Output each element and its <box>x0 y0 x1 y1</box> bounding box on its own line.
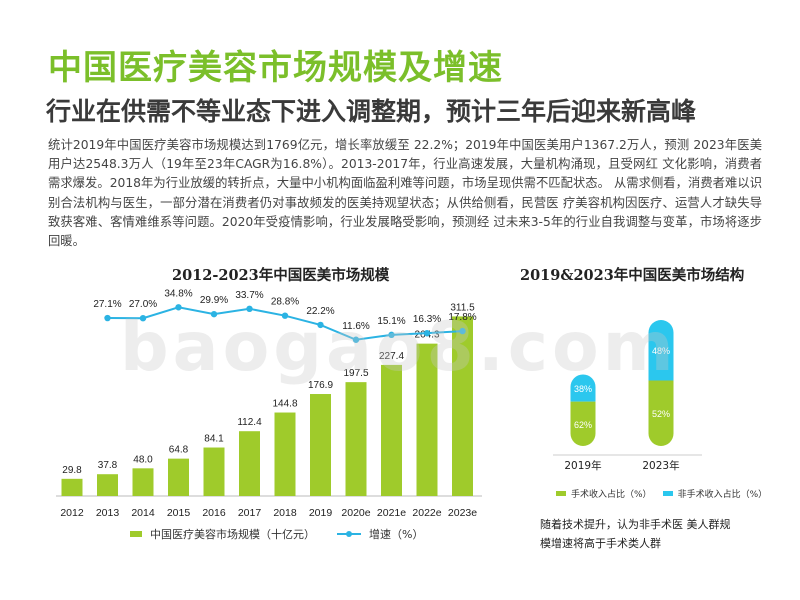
growth-value-label: 29.9% <box>200 295 228 306</box>
bar-value-label: 197.5 <box>343 368 368 379</box>
legend-bar-label: 中国医疗美容市场规模（十亿元） <box>150 528 315 541</box>
x-tick-label: 2013 <box>96 507 120 519</box>
x-tick-label: 2020e <box>341 507 370 519</box>
x-tick-label: 2017 <box>238 507 262 519</box>
capsule-surgical-0 <box>570 401 596 446</box>
bar-2012 <box>61 478 83 496</box>
bar-2018 <box>274 412 296 496</box>
growth-value-label: 27.1% <box>93 299 121 310</box>
legend-bar-swatch <box>130 531 142 537</box>
x-tick-label: 2021e <box>377 507 406 519</box>
bar-2021e <box>381 364 402 496</box>
bar-value-label: 37.8 <box>98 460 118 471</box>
x-tick-label: 2023e <box>448 507 477 519</box>
legend-surgical-swatch <box>556 491 566 496</box>
surgical-share-label: 52% <box>652 409 670 419</box>
surgical-share-label: 62% <box>574 420 592 430</box>
growth-point-2021e <box>388 331 395 339</box>
bar-value-label: 144.8 <box>272 399 297 410</box>
x-tick-label: 2019 <box>309 507 333 519</box>
bar-2022e <box>416 343 438 496</box>
legend-line-label: 增速（%） <box>369 528 424 541</box>
growth-point-2019 <box>317 321 324 329</box>
legend-nonsurgical-swatch <box>662 491 673 496</box>
x-tick-label: 2012 <box>60 507 84 519</box>
growth-point-2014 <box>139 315 147 322</box>
bar-value-label: 64.8 <box>169 445 189 456</box>
growth-value-label: 34.8% <box>164 288 192 299</box>
bar-value-label: 48.0 <box>133 454 153 465</box>
capsule-nonsurgical-1 <box>648 319 674 381</box>
x-tick-label: 2018 <box>273 507 297 519</box>
growth-point-2022e <box>423 329 431 337</box>
growth-point-2015 <box>175 304 182 311</box>
bar-2016 <box>203 447 225 496</box>
bar-value-label: 311.5 <box>450 302 475 313</box>
growth-point-2017 <box>246 305 253 313</box>
bar-2013 <box>97 474 118 496</box>
growth-value-label: 27.0% <box>129 299 157 310</box>
legend-nonsurgical-label: 非手术收入占比（%） <box>677 490 768 500</box>
growth-value-label: 11.6% <box>342 321 370 332</box>
growth-point-2013 <box>104 314 111 322</box>
structure-x-label: 2023年 <box>642 459 679 472</box>
capsule-surgical-1 <box>648 380 674 446</box>
growth-point-2023e <box>459 327 466 335</box>
structure-note: 随着技术提升，认为非手术医 美人群规模增速将高于手术类人群 <box>540 518 731 550</box>
page-subtitle: 行业在供需不等业态下进入调整期，预计三年后迎来新高峰 <box>46 97 697 126</box>
growth-rate-line <box>107 306 463 341</box>
growth-point-2018 <box>281 312 289 319</box>
bar-2014 <box>132 468 154 496</box>
growth-value-label: 17.8% <box>448 312 476 323</box>
bar-value-label: 227.4 <box>379 351 404 362</box>
page-title: 中国医疗美容市场规模及增速 <box>48 48 503 88</box>
capsule-nonsurgical-0 <box>570 374 596 402</box>
market-structure-legend: 手术收入占比（%） 非手术收入占比（%） <box>556 487 767 500</box>
description-paragraph: 统计2019年中国医疗美容市场规模达到1769亿元，增长率放缓至 22.2%；2… <box>48 138 762 249</box>
bar-2015 <box>168 458 189 496</box>
bar-value-label: 112.4 <box>237 417 262 428</box>
x-tick-label: 2015 <box>167 507 191 519</box>
bar-2017 <box>239 431 260 496</box>
nonsurgical-share-label: 38% <box>574 384 592 394</box>
growth-point-2020e <box>352 336 360 343</box>
structure-x-label: 2019年 <box>564 459 601 472</box>
bar-2020e <box>345 382 367 496</box>
market-size-chart-title: 2012-2023年中国医美市场规模 <box>172 267 390 284</box>
legend-line-swatch <box>337 531 361 537</box>
x-tick-label: 2016 <box>202 507 226 519</box>
nonsurgical-share-label: 48% <box>652 346 670 356</box>
bar-2023e <box>452 316 473 496</box>
x-tick-label: 2014 <box>131 507 155 519</box>
growth-value-label: 28.8% <box>271 297 299 308</box>
market-structure-chart-title: 2019&2023年中国医美市场结构 <box>520 267 745 284</box>
legend-surgical-label: 手术收入占比（%） <box>571 490 652 500</box>
market-size-legend: 中国医疗美容市场规模（十亿元） 增速（%） <box>130 526 423 542</box>
bar-value-label: 176.9 <box>308 380 333 391</box>
bar-2019 <box>310 394 331 496</box>
bar-value-label: 84.1 <box>204 434 224 445</box>
growth-value-label: 15.1% <box>377 316 405 327</box>
bar-value-label: 29.8 <box>62 465 82 476</box>
x-tick-label: 2022e <box>412 507 441 519</box>
growth-value-label: 33.7% <box>235 290 263 301</box>
growth-point-2016 <box>210 310 218 318</box>
growth-value-label: 16.3% <box>413 314 441 325</box>
growth-value-label: 22.2% <box>306 306 334 317</box>
